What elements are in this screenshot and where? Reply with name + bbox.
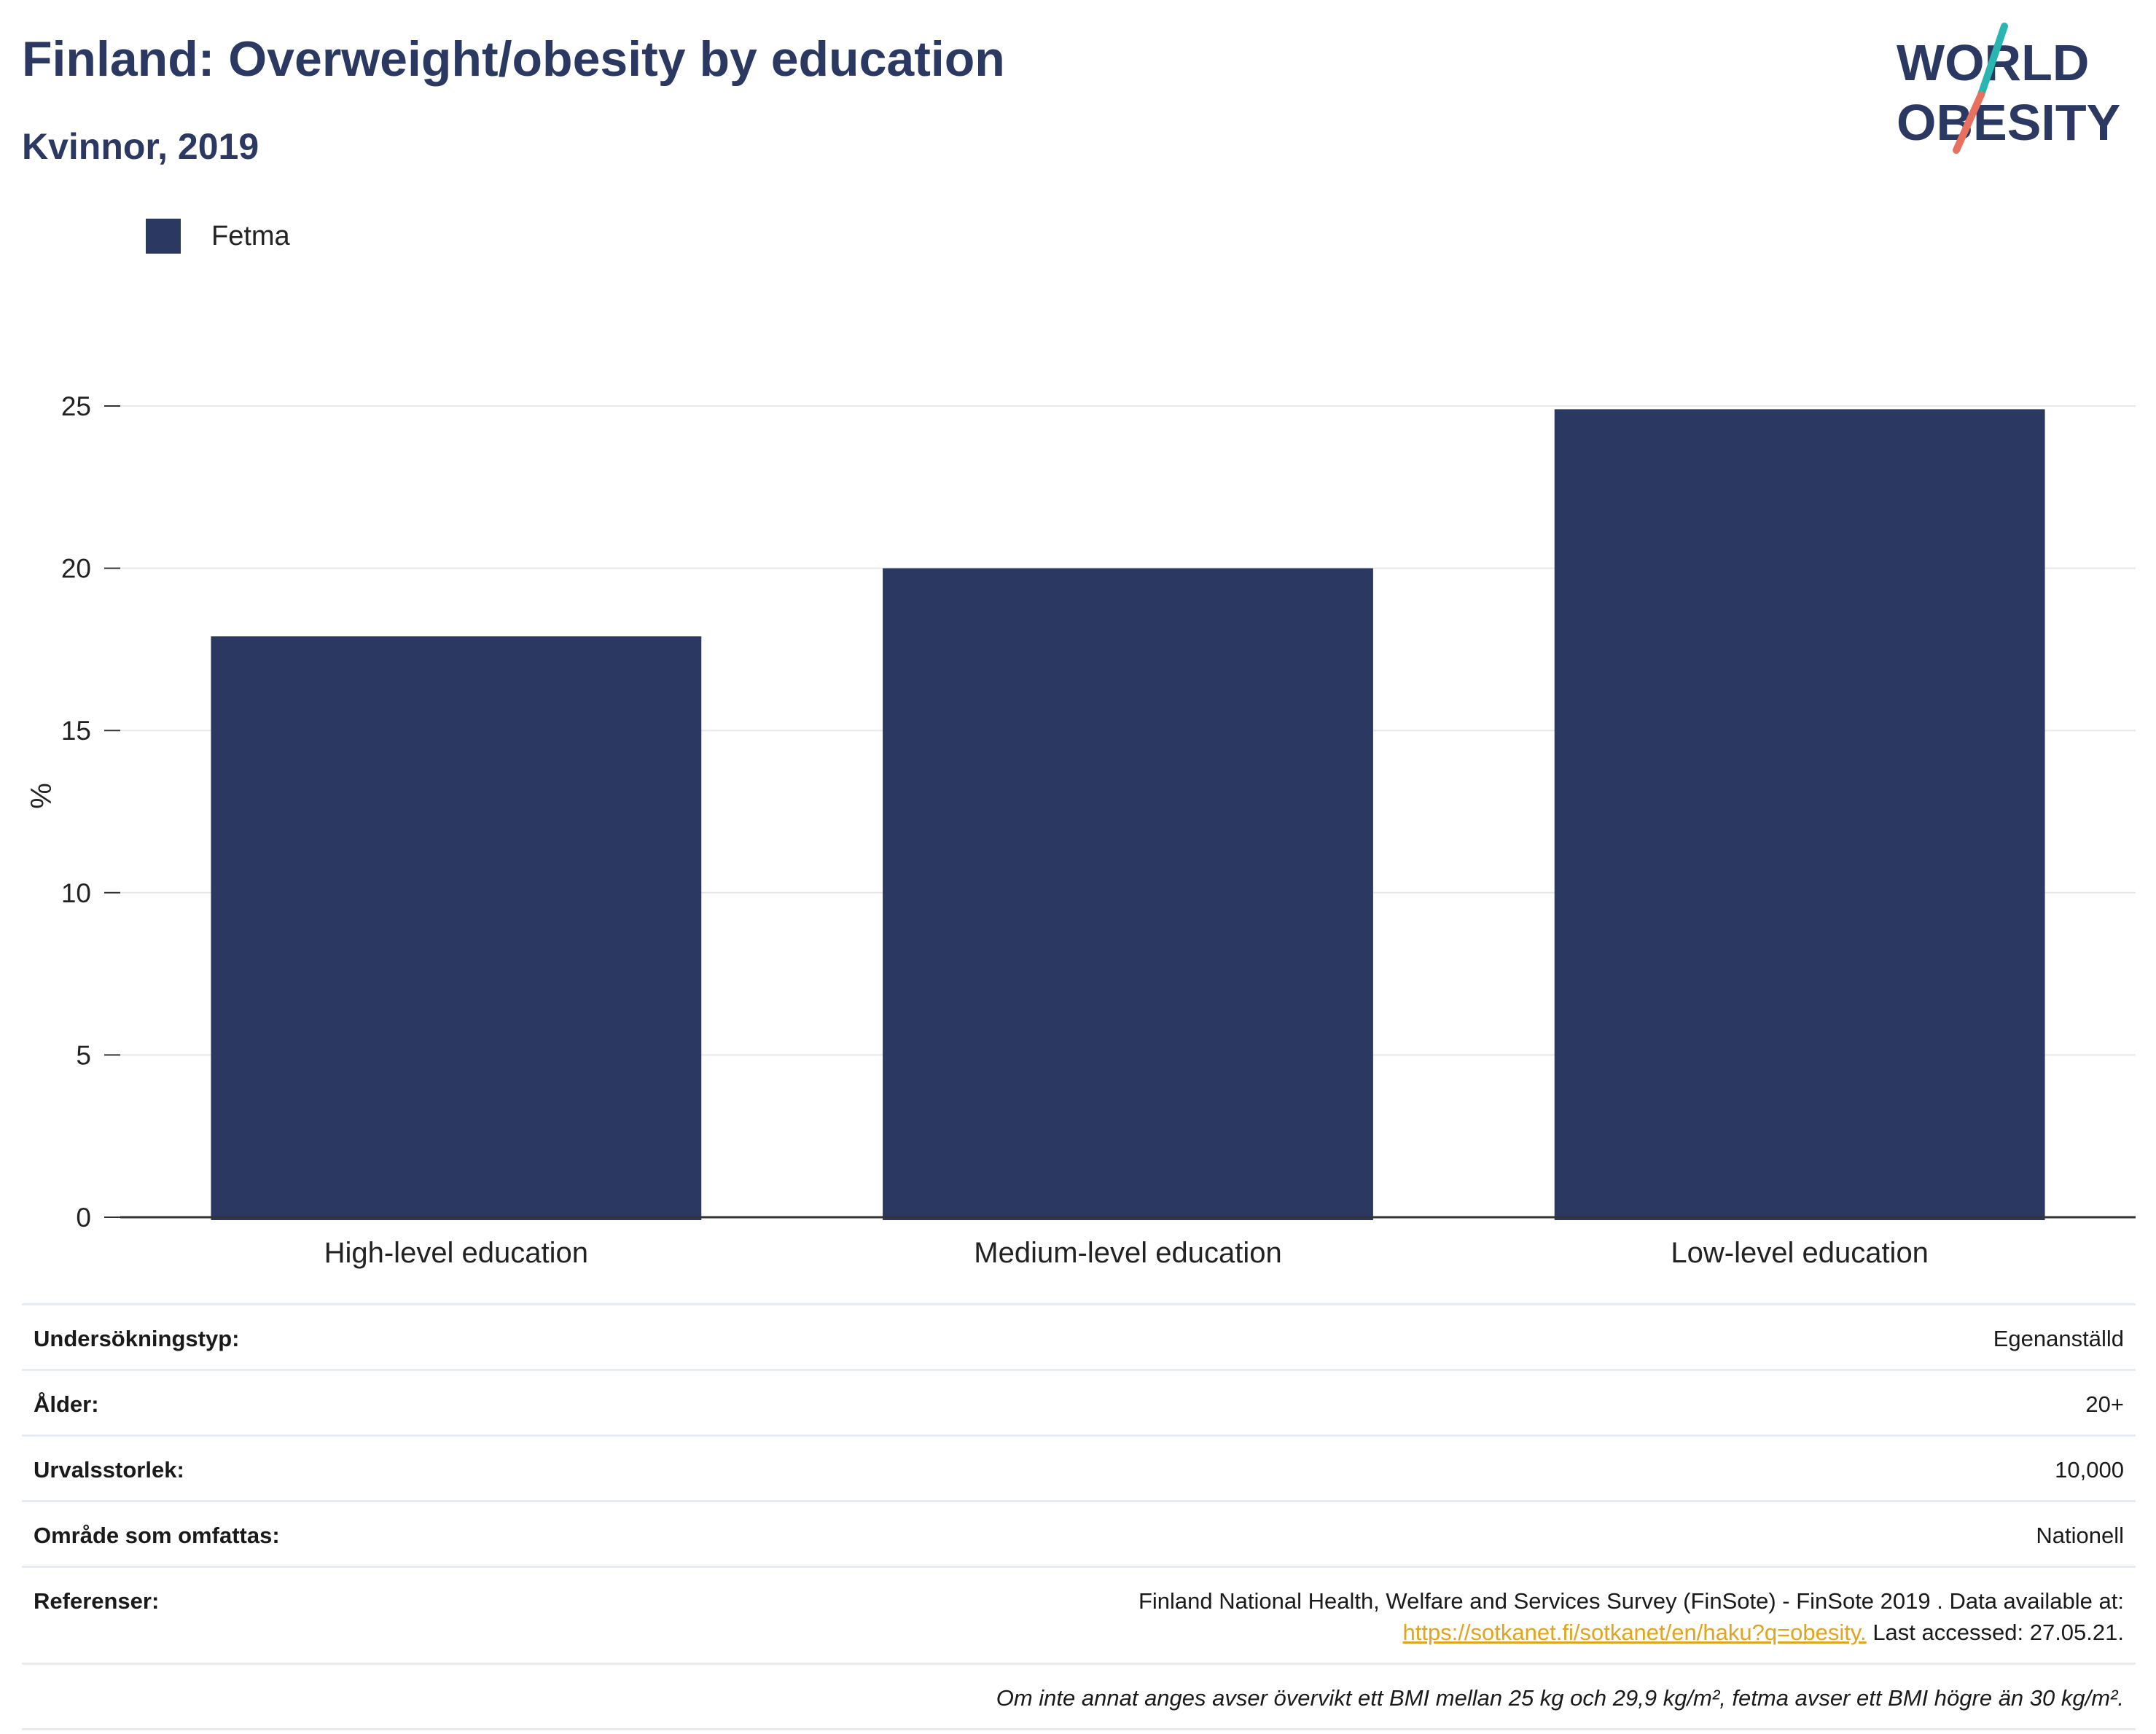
bar[interactable] (1554, 409, 2045, 1220)
info-value: 20+ (2085, 1391, 2124, 1417)
info-row: Urvalsstorlek: 10,000 (22, 1434, 2136, 1500)
references-text: Finland National Health, Welfare and Ser… (1138, 1588, 2124, 1614)
bar[interactable] (211, 636, 702, 1220)
y-tick-label: 10 (61, 878, 91, 908)
y-tick-label: 25 (61, 391, 91, 421)
info-key: Undersökningstyp: (34, 1326, 240, 1351)
logo-coral-slash (1953, 91, 1985, 154)
legend-swatch-fetma (146, 219, 181, 254)
y-tick-label: 0 (76, 1203, 91, 1233)
x-category-label: Medium-level education (974, 1237, 1281, 1269)
x-category-label: Low-level education (1671, 1237, 1929, 1269)
info-rows: Undersökningstyp: Egenanställd Ålder: 20+ Ur… (22, 1303, 2136, 1566)
info-row-references: Referenser: Finland National Health, Wel… (22, 1566, 2136, 1663)
info-row: Område som omfattas: Nationell (22, 1500, 2136, 1566)
definition-note: Om inte annat anges avser övervikt ett B… (996, 1685, 2124, 1711)
y-tick-label: 15 (61, 716, 91, 746)
info-key: Urvalsstorlek: (34, 1457, 184, 1483)
references-link[interactable]: https://sotkanet.fi/sotkanet/en/haku?q=o… (1402, 1620, 1867, 1645)
info-value: Egenanställd (1993, 1326, 2124, 1351)
world-obesity-logo: WORLD OBESITY (1897, 23, 2120, 154)
bar[interactable] (883, 568, 1373, 1220)
y-axis-label: % (26, 783, 58, 809)
info-key: Område som omfattas: (34, 1523, 280, 1548)
info-bottom-border (22, 1728, 2136, 1730)
bars (211, 409, 2045, 1220)
info-row-note: Om inte annat anges avser övervikt ett B… (22, 1663, 2136, 1728)
x-category-label: High-level education (324, 1237, 588, 1269)
logo-line2: OBESITY (1897, 94, 2120, 151)
info-table: Undersökningstyp: Egenanställd Ålder: 20+ Ur… (22, 1303, 2136, 1730)
info-value: Nationell (2036, 1523, 2124, 1548)
chart-subtitle: Kvinnor, 2019 (22, 126, 259, 167)
legend: Fetma (146, 217, 290, 255)
chart-title: Finland: Overweight/obesity by education (22, 31, 1005, 87)
logo-teal-slash (1977, 23, 2008, 98)
info-value: 10,000 (2055, 1457, 2124, 1483)
bar-chart: 0 5 10 15 20 25 High-level education Medium-lev… (26, 391, 2136, 1269)
references-value: Finland National Health, Welfare and Ser… (1138, 1585, 2124, 1648)
info-row: Ålder: 20+ (22, 1369, 2136, 1434)
references-accessed: Last accessed: 27.05.21. (1866, 1620, 2124, 1645)
info-row: Undersökningstyp: Egenanställd (22, 1303, 2136, 1369)
references-key: Referenser: (34, 1588, 160, 1614)
legend-label-fetma: Fetma (211, 220, 290, 251)
y-tick-label: 5 (76, 1040, 91, 1070)
info-key: Ålder: (34, 1391, 99, 1417)
y-tick-label: 20 (61, 554, 91, 584)
axes: 0 5 10 15 20 25 High-level education Medium-lev… (61, 391, 2136, 1269)
